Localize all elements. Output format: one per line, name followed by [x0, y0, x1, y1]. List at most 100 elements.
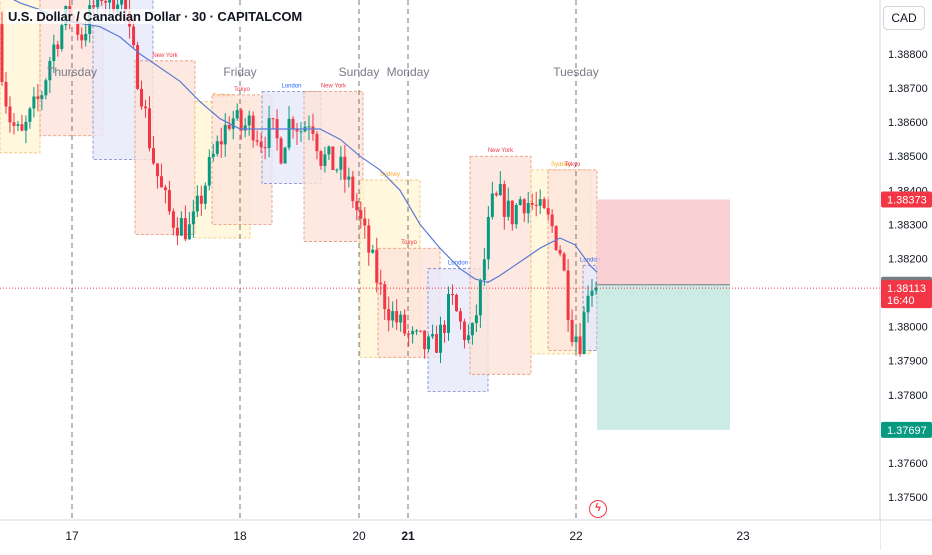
- candle-body: [351, 176, 355, 202]
- candle-body: [195, 195, 199, 212]
- candle-body: [474, 315, 478, 324]
- candle-body: [518, 199, 522, 206]
- candle-body: [534, 204, 538, 206]
- candle: [399, 310, 403, 332]
- candle-body: [247, 115, 251, 126]
- take-profit-zone[interactable]: [597, 284, 730, 430]
- candle: [291, 116, 295, 139]
- candle: [391, 301, 395, 328]
- candle-body: [239, 110, 243, 131]
- session-label: New York: [488, 148, 514, 154]
- candle: [16, 120, 20, 131]
- symbol-title[interactable]: U.S. Dollar / Canadian Dollar · 30 · CAP…: [6, 9, 305, 24]
- day-label: Tuesday: [553, 65, 599, 79]
- candle-body: [319, 151, 323, 166]
- candle: [419, 330, 423, 333]
- currency-badge[interactable]: CAD: [883, 6, 925, 30]
- candle-body: [151, 148, 155, 164]
- candle-body: [554, 226, 558, 250]
- candle: [315, 131, 319, 160]
- candle-body: [203, 185, 207, 204]
- candle: [267, 105, 271, 158]
- candle-body: [315, 133, 319, 152]
- candle-body: [120, 0, 124, 5]
- day-separators: [71, 0, 577, 520]
- candle: [510, 200, 514, 231]
- candle-body: [450, 293, 454, 295]
- session-label: London: [580, 257, 600, 263]
- candle: [550, 209, 554, 233]
- candle: [235, 103, 239, 121]
- candle-body: [379, 282, 383, 285]
- price-axis-bg: [880, 0, 932, 550]
- time-tick-label: 21: [401, 529, 415, 543]
- price-label-text: 1.37697: [887, 425, 927, 437]
- candle: [120, 0, 124, 11]
- candle: [140, 80, 144, 110]
- candle: [566, 259, 570, 332]
- candle: [335, 168, 339, 174]
- candle-body: [36, 96, 40, 99]
- price-tick-label: 1.38000: [888, 322, 928, 334]
- price-label-bg: [881, 191, 932, 208]
- candle: [586, 285, 590, 323]
- candle: [239, 107, 243, 140]
- price-tick-label: 1.38600: [888, 117, 928, 129]
- candle: [155, 163, 159, 189]
- candle-body: [395, 311, 399, 323]
- candle-body: [494, 193, 498, 196]
- price-label[interactable]: 1.38373: [881, 191, 932, 208]
- candle: [60, 19, 64, 52]
- candle: [435, 325, 439, 354]
- candle-body: [562, 253, 566, 271]
- candle-body: [590, 290, 594, 296]
- candle-body: [331, 146, 335, 171]
- candle-body: [251, 115, 255, 141]
- candle-body: [359, 210, 363, 219]
- candle-body: [8, 106, 12, 123]
- day-label: Friday: [223, 65, 256, 79]
- candle: [554, 225, 558, 252]
- price-tick-label: 1.38700: [888, 83, 928, 95]
- lightning-icon[interactable]: ϟ: [589, 500, 607, 518]
- candle: [183, 205, 187, 242]
- price-label-bg: [881, 280, 932, 309]
- candle-body: [371, 249, 375, 253]
- candle-body: [446, 293, 450, 333]
- day-label: Sunday: [339, 65, 380, 79]
- price-label[interactable]: 1.37697: [881, 421, 932, 438]
- candle-body: [383, 284, 387, 310]
- candle: [319, 150, 323, 170]
- candle: [195, 185, 199, 218]
- candle: [215, 135, 219, 157]
- candle: [243, 117, 247, 138]
- candle: [175, 217, 179, 246]
- candle: [454, 293, 458, 312]
- candle-body: [578, 336, 582, 354]
- candle-body: [419, 330, 423, 332]
- candle: [474, 304, 478, 333]
- candle-body: [100, 0, 104, 1]
- candle: [187, 212, 191, 240]
- candle-body: [52, 44, 56, 61]
- candle-body: [522, 199, 526, 214]
- session-label: New York: [321, 83, 347, 89]
- stop-loss-zone[interactable]: [597, 199, 730, 285]
- candle: [331, 146, 335, 171]
- candle-body: [387, 309, 391, 321]
- candle: [36, 84, 40, 112]
- candle: [151, 135, 155, 166]
- candle: [179, 211, 183, 237]
- candle: [383, 281, 387, 320]
- candle-body: [159, 176, 163, 188]
- candle-body: [155, 163, 159, 177]
- time-tick-label: 18: [233, 529, 247, 543]
- candle-body: [538, 199, 542, 206]
- candle-body: [399, 314, 403, 323]
- candle-body: [391, 311, 395, 321]
- candle-body: [435, 334, 439, 353]
- candle: [279, 136, 283, 165]
